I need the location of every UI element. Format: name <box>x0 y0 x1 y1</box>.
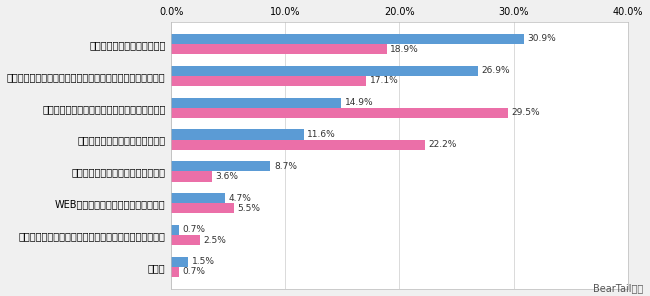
Text: BearTail調べ: BearTail調べ <box>593 283 644 293</box>
Text: 29.5%: 29.5% <box>512 108 540 117</box>
Text: 2.5%: 2.5% <box>203 236 226 244</box>
Bar <box>171 161 270 171</box>
Text: 30.9%: 30.9% <box>527 35 556 44</box>
Text: 8.7%: 8.7% <box>274 162 297 171</box>
Text: 3.6%: 3.6% <box>216 172 239 181</box>
Text: 18.9%: 18.9% <box>391 45 419 54</box>
Bar <box>171 203 234 213</box>
Bar <box>171 257 188 267</box>
Text: 1.5%: 1.5% <box>192 257 215 266</box>
Bar <box>171 235 200 245</box>
Bar <box>171 44 387 54</box>
Bar <box>171 193 225 203</box>
Bar <box>171 76 367 86</box>
Text: 26.9%: 26.9% <box>482 66 510 75</box>
Text: 0.7%: 0.7% <box>183 267 205 276</box>
Text: 5.5%: 5.5% <box>237 204 261 213</box>
Bar <box>171 97 341 108</box>
Bar <box>171 129 304 139</box>
Bar <box>171 108 508 118</box>
Bar <box>171 34 524 44</box>
Bar <box>171 267 179 277</box>
Bar <box>171 66 478 76</box>
Text: 22.2%: 22.2% <box>428 140 456 149</box>
Text: 17.1%: 17.1% <box>370 76 398 86</box>
Bar <box>171 139 424 150</box>
Text: 11.6%: 11.6% <box>307 130 336 139</box>
Text: 14.9%: 14.9% <box>344 98 373 107</box>
Bar <box>171 225 179 235</box>
Text: 4.7%: 4.7% <box>228 194 251 202</box>
Bar <box>171 171 213 181</box>
Text: 0.7%: 0.7% <box>183 225 205 234</box>
